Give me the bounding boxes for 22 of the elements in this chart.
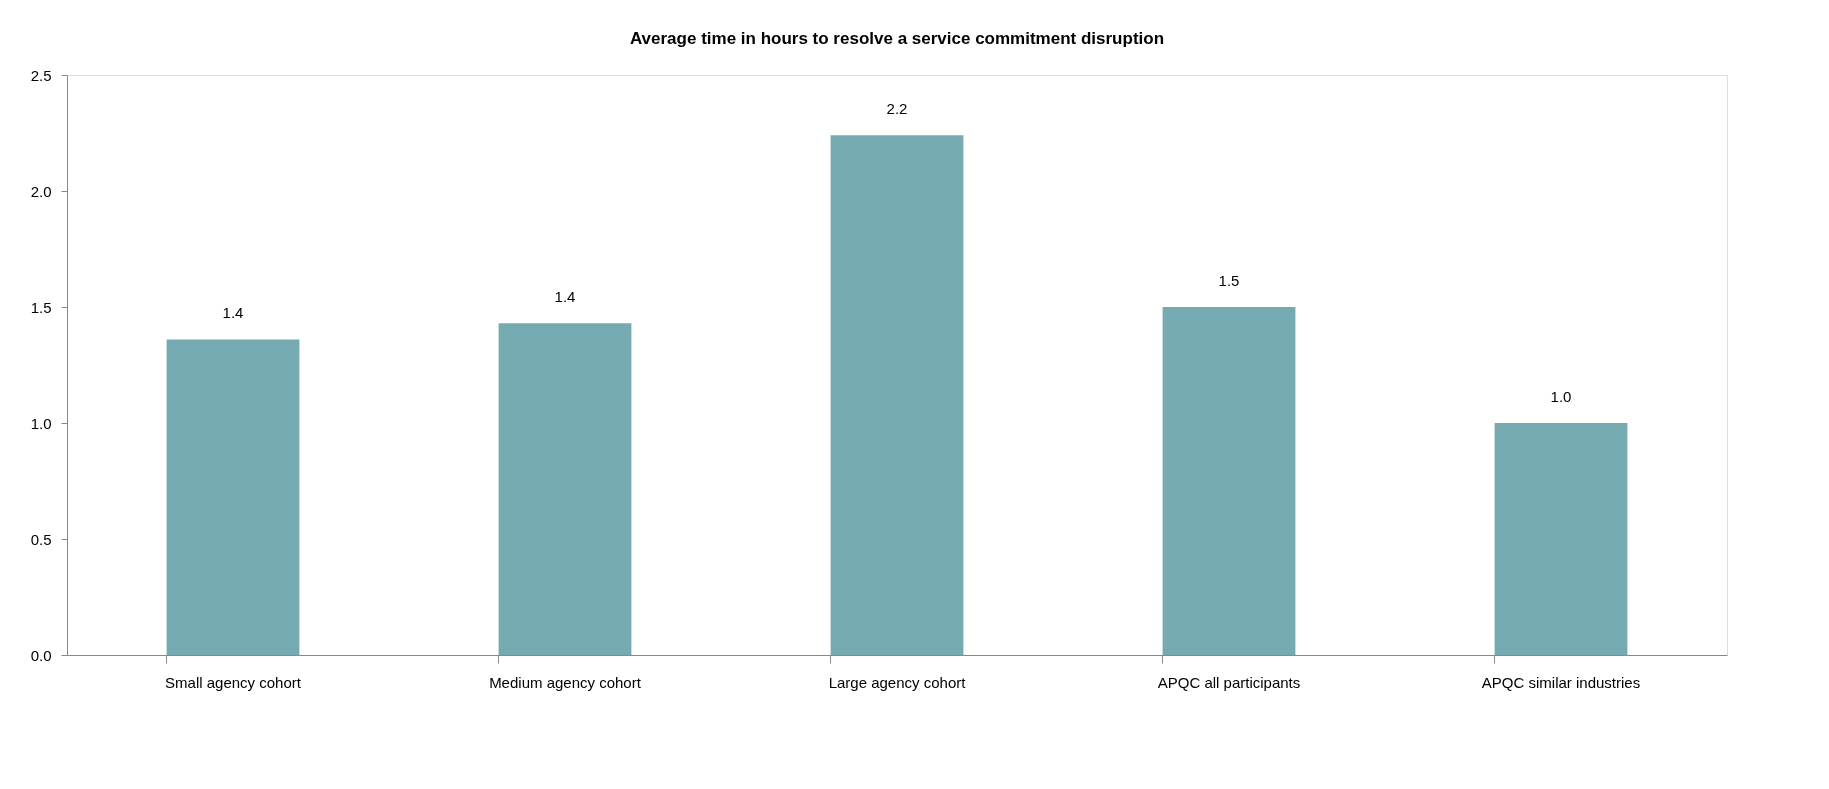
data-label: 2.2 bbox=[886, 100, 908, 118]
x-tick-label: Medium agency cohort bbox=[489, 673, 642, 691]
y-tick-label: 2.0 bbox=[30, 182, 52, 200]
y-tick-label: 1.0 bbox=[30, 414, 52, 432]
y-tick-label: 0.0 bbox=[30, 646, 52, 664]
x-tick-label: APQC similar industries bbox=[1481, 673, 1641, 691]
x-tick-label: Large agency cohort bbox=[828, 673, 967, 691]
x-tick-label: Small agency cohort bbox=[165, 673, 302, 691]
data-label: 1.0 bbox=[1550, 388, 1572, 405]
y-tick-label: 2.5 bbox=[30, 66, 52, 84]
data-label: 1.5 bbox=[1218, 272, 1240, 289]
bar bbox=[166, 339, 300, 655]
bar bbox=[498, 323, 632, 655]
bar bbox=[1494, 423, 1628, 655]
y-tick-label: 0.5 bbox=[30, 530, 52, 548]
bar bbox=[1162, 307, 1296, 655]
data-label: 1.4 bbox=[222, 304, 244, 322]
y-tick-label: 1.5 bbox=[30, 298, 52, 316]
data-label: 1.4 bbox=[554, 288, 576, 306]
x-tick-label: APQC all participants bbox=[1157, 673, 1301, 691]
chart-title: Average time in hours to resolve a service commitment disruption bbox=[629, 29, 1165, 48]
bar bbox=[830, 135, 964, 655]
